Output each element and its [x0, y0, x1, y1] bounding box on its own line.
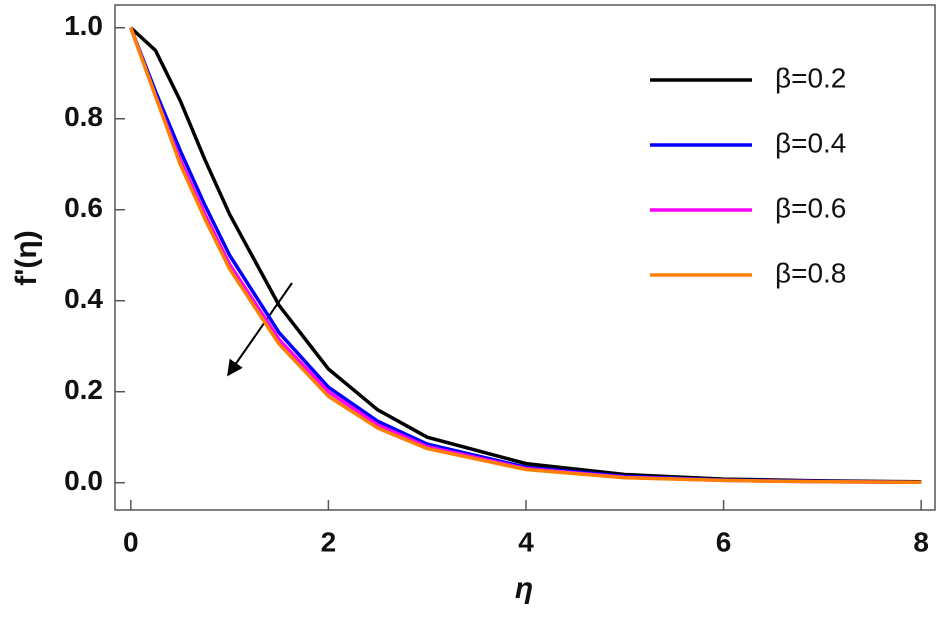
x-tick-label: 8: [913, 526, 929, 557]
y-tick-label: 0.2: [64, 374, 103, 405]
x-tick-label: 6: [716, 526, 732, 557]
y-tick-label: 1.0: [64, 10, 103, 41]
trend-arrow: [227, 282, 293, 377]
series-line: [129, 26, 922, 484]
x-tick-label: 4: [518, 526, 534, 557]
legend-label: β=0.4: [775, 127, 846, 158]
series-line: [129, 27, 922, 484]
legend-label: β=0.8: [775, 257, 846, 288]
x-axis-label: η: [515, 572, 533, 605]
legend-label: β=0.2: [775, 62, 846, 93]
series-line: [129, 27, 922, 484]
x-tick-label: 0: [123, 526, 139, 557]
y-tick-label: 0.8: [64, 101, 103, 132]
plot-frame: [114, 4, 936, 511]
y-tick-label: 0.0: [64, 465, 103, 496]
series-line: [129, 27, 922, 484]
y-axis-label: f'(η): [10, 230, 43, 285]
x-tick-label: 2: [321, 526, 337, 557]
y-tick-label: 0.4: [64, 283, 103, 314]
y-tick-label: 0.6: [64, 192, 103, 223]
legend-label: β=0.6: [775, 192, 846, 223]
